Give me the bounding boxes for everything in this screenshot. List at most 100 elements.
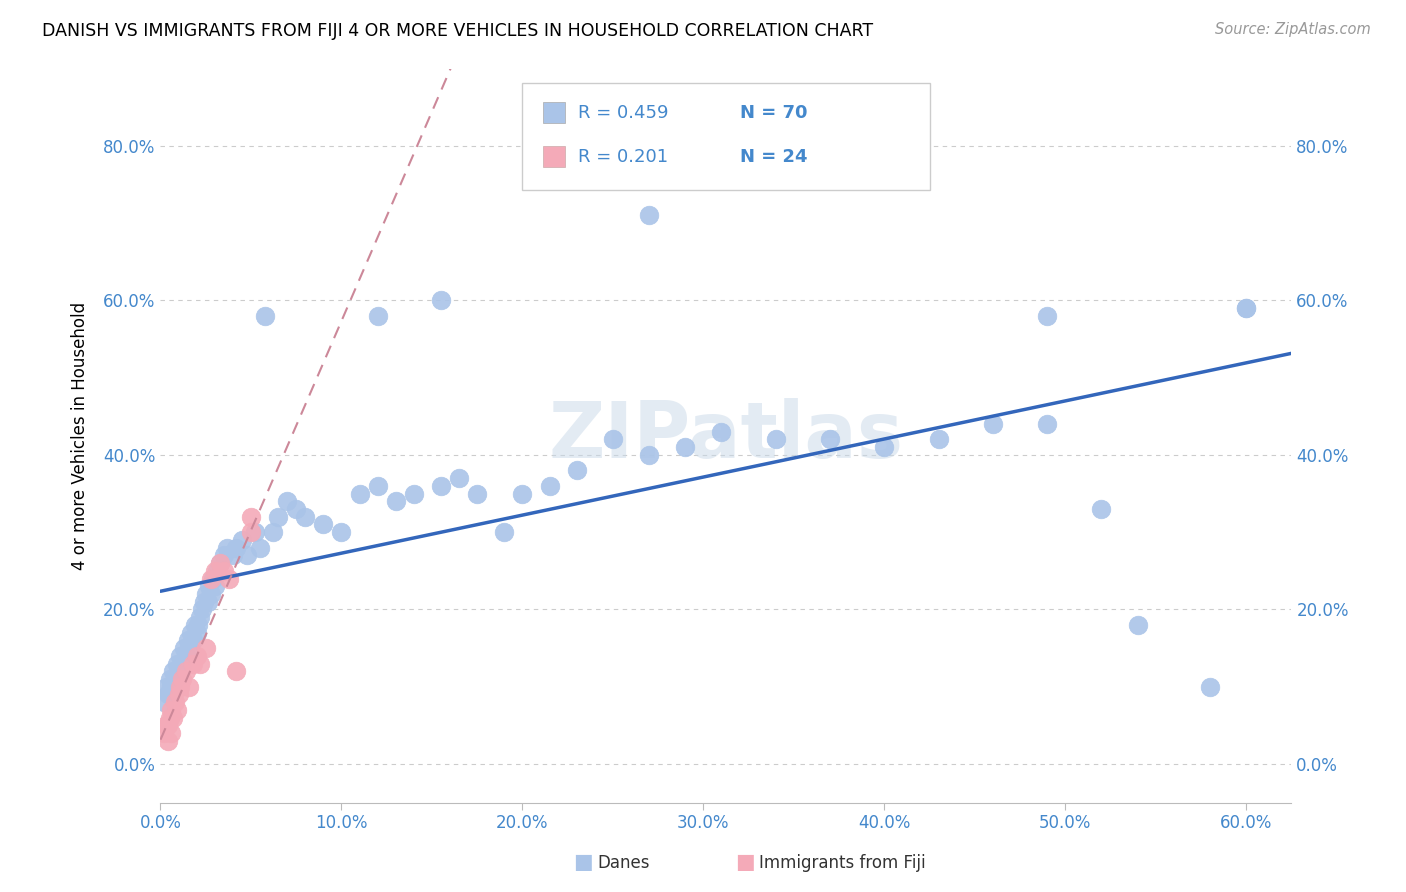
Point bbox=[186, 625, 208, 640]
Point bbox=[212, 549, 235, 563]
Text: Immigrants from Fiji: Immigrants from Fiji bbox=[759, 855, 927, 872]
Text: R = 0.201: R = 0.201 bbox=[578, 147, 669, 166]
Point bbox=[217, 541, 239, 555]
Point bbox=[209, 556, 232, 570]
Point bbox=[198, 579, 221, 593]
Point bbox=[565, 463, 588, 477]
FancyBboxPatch shape bbox=[543, 103, 565, 123]
Text: ■: ■ bbox=[574, 853, 593, 872]
Point bbox=[402, 486, 425, 500]
Point bbox=[225, 541, 247, 555]
Point bbox=[928, 433, 950, 447]
Point bbox=[276, 494, 298, 508]
Point bbox=[179, 641, 201, 656]
Point bbox=[153, 695, 176, 709]
Point bbox=[638, 208, 661, 222]
Point bbox=[465, 486, 488, 500]
Point bbox=[166, 657, 188, 671]
Point bbox=[1126, 618, 1149, 632]
Point bbox=[367, 309, 389, 323]
Point bbox=[430, 293, 453, 308]
Point bbox=[172, 672, 194, 686]
Point bbox=[449, 471, 471, 485]
Point bbox=[239, 509, 262, 524]
Point bbox=[262, 525, 284, 540]
Text: ■: ■ bbox=[735, 853, 755, 872]
Point bbox=[254, 309, 277, 323]
Point bbox=[155, 680, 177, 694]
Point bbox=[312, 517, 335, 532]
Point bbox=[167, 687, 190, 701]
Point bbox=[212, 564, 235, 578]
Point bbox=[673, 440, 696, 454]
Point bbox=[710, 425, 733, 439]
Point bbox=[222, 549, 245, 563]
Point bbox=[193, 595, 215, 609]
Point bbox=[209, 556, 232, 570]
Point bbox=[349, 486, 371, 500]
Point bbox=[1036, 309, 1059, 323]
Point bbox=[1234, 301, 1257, 315]
Point bbox=[187, 618, 209, 632]
Point bbox=[981, 417, 1004, 431]
Point bbox=[330, 525, 353, 540]
Point bbox=[538, 479, 561, 493]
Point bbox=[159, 672, 181, 686]
Point bbox=[156, 718, 179, 732]
Point bbox=[1234, 301, 1257, 315]
Point bbox=[231, 533, 253, 547]
Point bbox=[194, 641, 217, 656]
Point bbox=[184, 618, 207, 632]
Point bbox=[169, 648, 191, 663]
Point bbox=[162, 710, 184, 724]
Point bbox=[156, 733, 179, 747]
Point bbox=[267, 509, 290, 524]
Point bbox=[155, 718, 177, 732]
Point bbox=[180, 625, 202, 640]
Point bbox=[200, 587, 222, 601]
Point bbox=[638, 448, 661, 462]
Point bbox=[384, 494, 406, 508]
Point bbox=[160, 680, 183, 694]
Point bbox=[179, 680, 201, 694]
Point bbox=[166, 703, 188, 717]
Y-axis label: 4 or more Vehicles in Household: 4 or more Vehicles in Household bbox=[72, 301, 89, 570]
Point bbox=[200, 572, 222, 586]
Point bbox=[494, 525, 516, 540]
Point bbox=[204, 564, 226, 578]
Text: Danes: Danes bbox=[598, 855, 650, 872]
Point bbox=[205, 564, 228, 578]
Text: Source: ZipAtlas.com: Source: ZipAtlas.com bbox=[1215, 22, 1371, 37]
Point bbox=[163, 695, 186, 709]
Point bbox=[218, 572, 240, 586]
Point bbox=[367, 479, 389, 493]
Point bbox=[176, 633, 198, 648]
Point bbox=[1036, 417, 1059, 431]
Point bbox=[873, 440, 896, 454]
Point bbox=[173, 641, 195, 656]
Point bbox=[197, 595, 219, 609]
Text: R = 0.459: R = 0.459 bbox=[578, 103, 669, 121]
Point bbox=[162, 665, 184, 679]
Point bbox=[225, 665, 247, 679]
Point bbox=[430, 479, 453, 493]
Point bbox=[201, 572, 224, 586]
FancyBboxPatch shape bbox=[523, 83, 929, 190]
Point bbox=[194, 587, 217, 601]
Text: DANISH VS IMMIGRANTS FROM FIJI 4 OR MORE VEHICLES IN HOUSEHOLD CORRELATION CHART: DANISH VS IMMIGRANTS FROM FIJI 4 OR MORE… bbox=[42, 22, 873, 40]
Point bbox=[169, 680, 191, 694]
Point bbox=[249, 541, 271, 555]
Point bbox=[174, 648, 197, 663]
Point bbox=[174, 665, 197, 679]
Point bbox=[765, 433, 787, 447]
Point bbox=[181, 657, 204, 671]
FancyBboxPatch shape bbox=[543, 146, 565, 167]
Point bbox=[188, 610, 211, 624]
Point bbox=[186, 648, 208, 663]
Point bbox=[181, 633, 204, 648]
Point bbox=[172, 657, 194, 671]
Point bbox=[512, 486, 534, 500]
Point bbox=[818, 433, 841, 447]
Point bbox=[239, 525, 262, 540]
Point bbox=[160, 726, 183, 740]
